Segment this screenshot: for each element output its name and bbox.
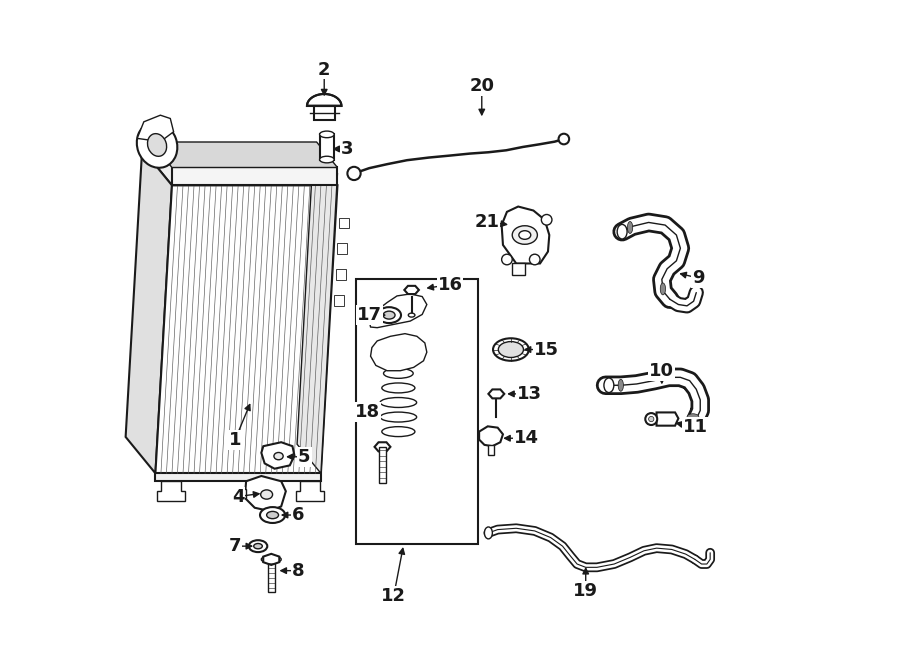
Polygon shape xyxy=(489,389,504,399)
Circle shape xyxy=(649,416,654,422)
Ellipse shape xyxy=(518,230,531,239)
Text: 19: 19 xyxy=(573,581,598,600)
Polygon shape xyxy=(511,263,525,275)
Polygon shape xyxy=(172,167,338,185)
Ellipse shape xyxy=(383,368,413,379)
Text: 9: 9 xyxy=(692,269,705,287)
Ellipse shape xyxy=(382,340,415,350)
Text: 7: 7 xyxy=(229,537,241,555)
Polygon shape xyxy=(151,142,338,167)
Ellipse shape xyxy=(627,222,633,234)
Bar xyxy=(488,445,494,455)
Circle shape xyxy=(347,167,361,180)
Ellipse shape xyxy=(484,527,492,539)
Polygon shape xyxy=(239,489,246,498)
Ellipse shape xyxy=(382,383,415,393)
Polygon shape xyxy=(369,294,427,328)
Text: 13: 13 xyxy=(517,385,542,403)
Ellipse shape xyxy=(137,122,177,167)
Text: 12: 12 xyxy=(382,587,406,605)
Text: 14: 14 xyxy=(514,429,538,448)
Ellipse shape xyxy=(512,226,537,244)
Text: 15: 15 xyxy=(534,340,559,359)
Polygon shape xyxy=(371,334,427,371)
Polygon shape xyxy=(156,473,321,481)
Polygon shape xyxy=(479,426,503,446)
Circle shape xyxy=(501,254,512,265)
Bar xyxy=(268,559,274,592)
Ellipse shape xyxy=(383,354,413,364)
Polygon shape xyxy=(656,412,679,426)
Polygon shape xyxy=(157,481,185,501)
Polygon shape xyxy=(137,115,174,142)
Bar xyxy=(336,269,346,280)
Ellipse shape xyxy=(409,313,415,317)
Ellipse shape xyxy=(382,427,415,437)
Polygon shape xyxy=(156,185,338,473)
Polygon shape xyxy=(126,149,172,473)
Text: 11: 11 xyxy=(682,418,707,436)
Polygon shape xyxy=(374,442,391,451)
Text: 16: 16 xyxy=(437,275,463,294)
Ellipse shape xyxy=(380,412,417,422)
Ellipse shape xyxy=(254,544,262,549)
Text: 8: 8 xyxy=(292,561,304,580)
Polygon shape xyxy=(297,144,338,473)
Circle shape xyxy=(542,214,552,225)
Ellipse shape xyxy=(618,379,624,391)
Ellipse shape xyxy=(383,311,395,319)
Polygon shape xyxy=(404,286,419,294)
Circle shape xyxy=(645,413,657,425)
Bar xyxy=(338,218,348,228)
Ellipse shape xyxy=(380,397,417,408)
Text: 3: 3 xyxy=(341,140,354,158)
Bar xyxy=(338,244,347,254)
Polygon shape xyxy=(501,207,549,263)
Ellipse shape xyxy=(377,307,401,323)
Ellipse shape xyxy=(261,555,281,563)
Polygon shape xyxy=(245,476,286,511)
Ellipse shape xyxy=(493,338,529,361)
Ellipse shape xyxy=(148,134,166,156)
Ellipse shape xyxy=(266,511,278,519)
Polygon shape xyxy=(296,481,324,501)
Text: 4: 4 xyxy=(232,487,245,506)
Polygon shape xyxy=(263,554,279,565)
Ellipse shape xyxy=(320,131,334,138)
Text: 1: 1 xyxy=(229,431,241,449)
Ellipse shape xyxy=(687,414,699,420)
Ellipse shape xyxy=(661,283,665,295)
Polygon shape xyxy=(261,442,294,469)
Text: 10: 10 xyxy=(649,361,674,380)
Text: 21: 21 xyxy=(474,213,500,231)
Ellipse shape xyxy=(274,453,284,459)
Polygon shape xyxy=(307,94,341,106)
Ellipse shape xyxy=(499,342,524,357)
Text: 2: 2 xyxy=(318,60,330,79)
Ellipse shape xyxy=(248,540,267,552)
Bar xyxy=(334,295,344,306)
Circle shape xyxy=(529,254,540,265)
Bar xyxy=(356,279,479,544)
Bar xyxy=(320,134,334,160)
Text: 18: 18 xyxy=(355,402,380,421)
Ellipse shape xyxy=(261,490,273,499)
Text: 20: 20 xyxy=(469,77,494,95)
Ellipse shape xyxy=(604,378,614,393)
Text: 17: 17 xyxy=(356,306,382,324)
Text: 6: 6 xyxy=(292,506,304,524)
Bar xyxy=(313,106,335,120)
Ellipse shape xyxy=(617,224,627,239)
Bar xyxy=(379,447,386,483)
Text: 5: 5 xyxy=(298,448,310,466)
Circle shape xyxy=(559,134,569,144)
Ellipse shape xyxy=(260,507,285,523)
Polygon shape xyxy=(142,149,338,185)
Ellipse shape xyxy=(320,156,334,163)
